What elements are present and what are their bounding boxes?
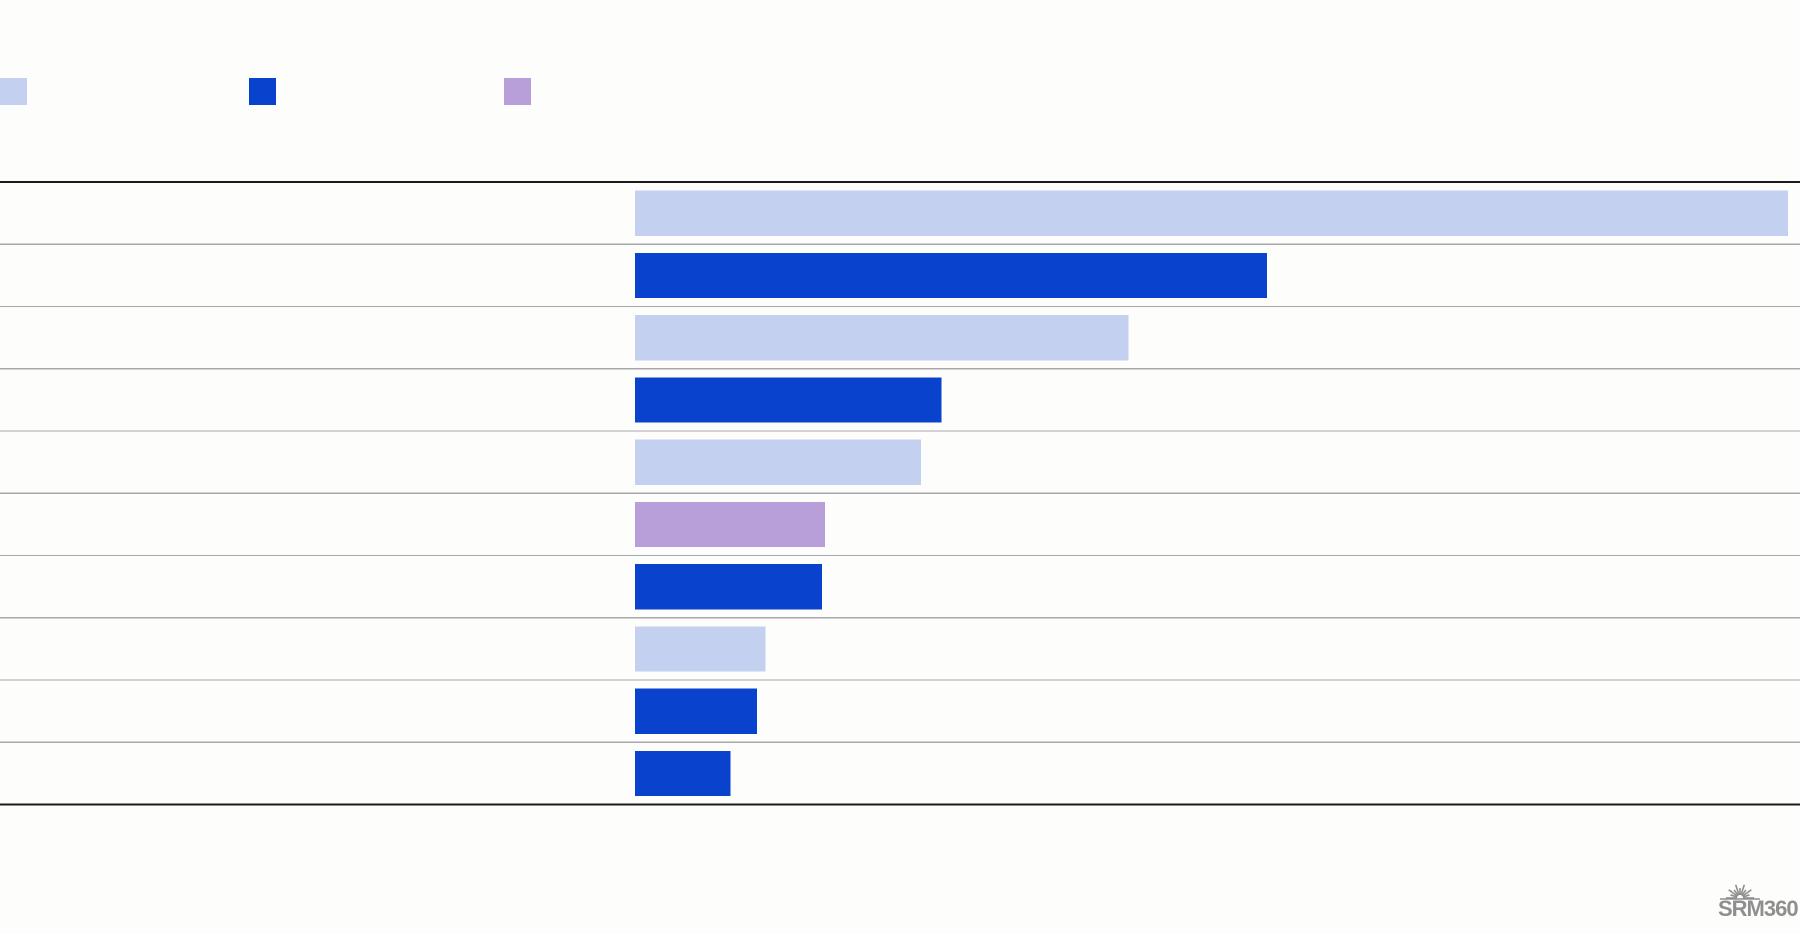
sunburst-ray — [1741, 889, 1747, 897]
bar-10 — [635, 750, 731, 796]
sunburst-icon — [1720, 884, 1760, 900]
bar-7 — [635, 564, 822, 610]
legend — [0, 78, 531, 105]
bar-6 — [635, 501, 826, 547]
bar-3 — [635, 315, 1129, 361]
legend-swatch-2 — [249, 78, 276, 105]
legend-swatch-1 — [0, 78, 27, 105]
bar-1 — [635, 190, 1788, 236]
sunburst-ray — [1742, 894, 1750, 898]
brand-logo-text: SRM360 — [1718, 896, 1798, 921]
sunburst-ray — [1734, 884, 1740, 896]
legend-swatch-3 — [504, 78, 531, 105]
sunburst-ray — [1741, 889, 1752, 897]
bar-2 — [635, 252, 1267, 298]
brand-logo: SRM360 — [1718, 884, 1799, 921]
row-dividers — [0, 181, 1800, 806]
sunburst-ray — [1740, 884, 1746, 896]
bar-9 — [635, 688, 758, 734]
bar-5 — [635, 439, 921, 485]
bar-8 — [635, 626, 766, 672]
sunburst-ray — [1733, 889, 1739, 897]
sunburst-ray — [1728, 889, 1739, 897]
sunburst-ray — [1730, 894, 1738, 898]
bar-4 — [635, 377, 942, 423]
bars — [635, 190, 1788, 796]
